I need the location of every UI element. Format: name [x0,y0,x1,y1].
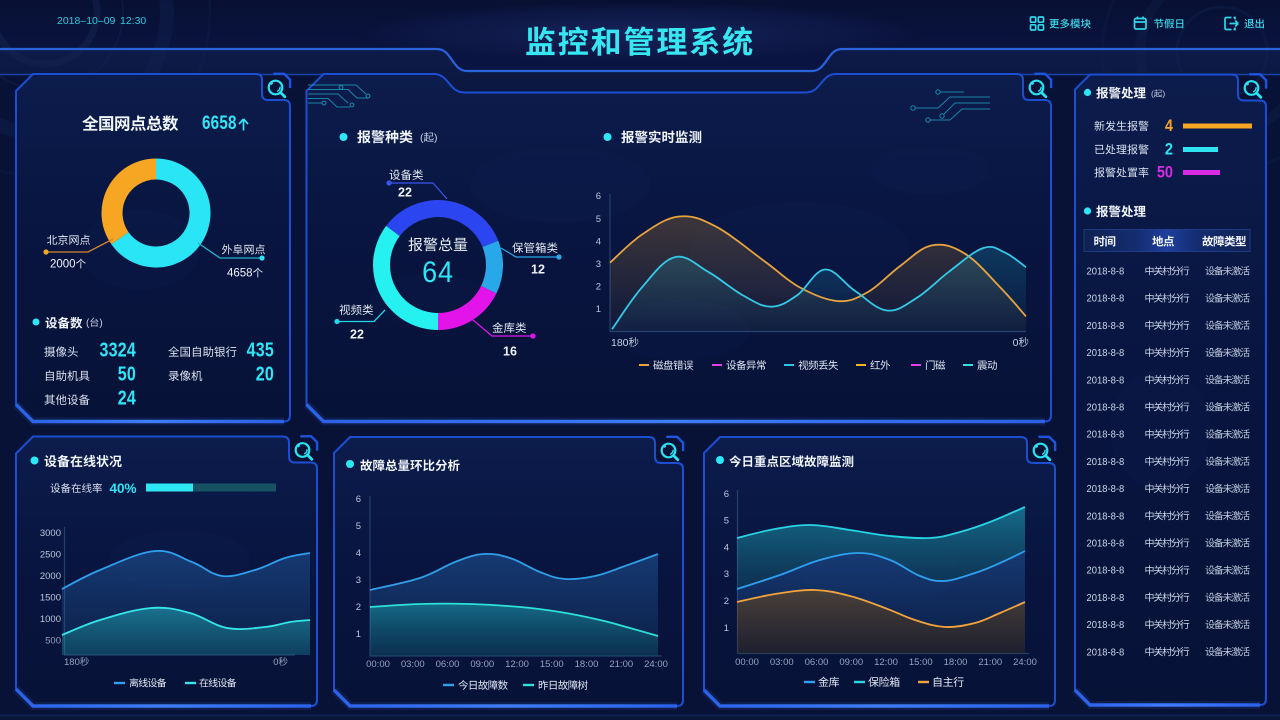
svg-text:5: 5 [724,516,729,527]
svg-text:4: 4 [724,542,729,553]
svg-text:12: 12 [531,263,545,277]
svg-text:(: ( [86,318,90,329]
svg-text:2500: 2500 [40,550,61,561]
svg-text:1: 1 [596,304,601,315]
svg-text:500: 500 [45,636,61,647]
svg-text:09:00: 09:00 [470,659,494,670]
svg-text:06:00: 06:00 [805,657,829,668]
svg-text:2018-8-8: 2018-8-8 [1087,320,1125,332]
svg-text:6: 6 [596,191,601,202]
svg-text:2: 2 [596,281,601,292]
svg-text:20: 20 [256,363,274,385]
svg-text:24:00: 24:00 [644,659,668,670]
svg-text:5: 5 [596,214,601,225]
svg-text:1000: 1000 [40,614,61,625]
svg-text:1500: 1500 [40,593,61,604]
svg-text:21:00: 21:00 [609,659,633,670]
svg-text:50: 50 [118,363,136,385]
svg-text:0: 0 [1013,337,1019,349]
svg-text:24:00: 24:00 [1013,657,1037,668]
svg-text:12:00: 12:00 [874,657,898,668]
svg-text:1: 1 [724,623,729,634]
svg-text:00:00: 00:00 [366,659,390,670]
svg-text:6: 6 [356,494,361,505]
svg-text:64: 64 [422,256,454,290]
svg-text:16: 16 [503,345,517,359]
svg-text:2018-8-8: 2018-8-8 [1087,484,1125,496]
svg-text:5: 5 [356,521,361,532]
svg-text:06:00: 06:00 [436,659,460,670]
svg-text:2018-8-8: 2018-8-8 [1087,348,1125,360]
svg-text:2018-8-8: 2018-8-8 [1087,538,1125,550]
svg-text:180: 180 [64,657,80,668]
svg-text:22: 22 [350,328,364,342]
svg-text:2018-8-8: 2018-8-8 [1087,402,1125,414]
svg-text:2018-8-8: 2018-8-8 [1087,620,1125,632]
svg-text:15:00: 15:00 [540,659,564,670]
svg-text:4: 4 [1165,117,1173,135]
svg-text:12:00: 12:00 [505,659,529,670]
svg-text:2018-8-8: 2018-8-8 [1087,647,1125,659]
svg-text:): ) [99,318,102,329]
svg-text:09:00: 09:00 [839,657,863,668]
svg-text:18:00: 18:00 [944,657,968,668]
svg-text:2000: 2000 [40,571,61,582]
svg-text:2018-8-8: 2018-8-8 [1087,266,1125,278]
svg-text:4658: 4658 [227,268,253,280]
svg-text:15:00: 15:00 [909,657,933,668]
svg-text:180: 180 [611,337,629,349]
svg-text:435: 435 [247,339,274,361]
svg-text:3: 3 [596,259,601,270]
svg-text:2018-8-8: 2018-8-8 [1087,565,1125,577]
svg-text:): ) [1162,89,1165,99]
svg-text:00:00: 00:00 [735,657,759,668]
svg-text:(: ( [420,132,424,144]
svg-text:2018-8-8: 2018-8-8 [1087,429,1125,441]
svg-text:6: 6 [724,489,729,500]
svg-text:2: 2 [1165,141,1173,159]
svg-text:3324: 3324 [99,339,136,361]
svg-text:2018-8-8: 2018-8-8 [1087,511,1125,523]
svg-text:2: 2 [724,596,729,607]
svg-text:6658: 6658 [202,111,237,133]
svg-text:(: ( [1151,89,1154,99]
svg-text:0: 0 [273,657,278,668]
svg-text:): ) [434,132,438,144]
svg-text:4: 4 [356,548,361,559]
svg-text:2018-8-8: 2018-8-8 [1087,592,1125,604]
svg-text:24: 24 [118,387,136,409]
svg-text:22: 22 [398,186,412,200]
svg-text:12:30: 12:30 [120,15,146,27]
svg-text:2018-8-8: 2018-8-8 [1087,456,1125,468]
svg-text:4: 4 [596,236,601,247]
svg-text:40%: 40% [109,481,136,496]
svg-text:2000: 2000 [50,259,76,271]
svg-text:3000: 3000 [40,528,61,539]
svg-text:50: 50 [1157,164,1173,182]
svg-text:3: 3 [356,575,361,586]
svg-text:2: 2 [356,602,361,613]
svg-text:21:00: 21:00 [978,657,1002,668]
svg-text:03:00: 03:00 [770,657,794,668]
svg-text:2018-8-8: 2018-8-8 [1087,293,1125,305]
svg-text:2018-8-8: 2018-8-8 [1087,375,1125,387]
svg-text:3: 3 [724,569,729,580]
svg-text:2018–10–09: 2018–10–09 [57,15,116,27]
svg-text:1: 1 [356,629,361,640]
svg-text:18:00: 18:00 [575,659,599,670]
svg-text:03:00: 03:00 [401,659,425,670]
